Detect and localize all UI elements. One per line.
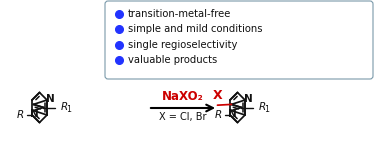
- Text: N: N: [30, 109, 39, 119]
- Text: R: R: [259, 103, 266, 112]
- Text: R: R: [17, 110, 24, 120]
- FancyBboxPatch shape: [105, 1, 373, 79]
- Text: 1: 1: [67, 105, 71, 114]
- Text: X = Cl, Br: X = Cl, Br: [159, 112, 207, 122]
- Text: R: R: [215, 110, 222, 120]
- Text: R: R: [60, 103, 68, 112]
- Text: valuable products: valuable products: [128, 55, 217, 65]
- Text: X: X: [213, 89, 222, 102]
- Text: N: N: [228, 109, 237, 119]
- Text: NaXO₂: NaXO₂: [162, 90, 204, 103]
- Text: single regioselectivity: single regioselectivity: [128, 40, 237, 49]
- Text: transition-metal-free: transition-metal-free: [128, 9, 231, 19]
- Text: simple and mild conditions: simple and mild conditions: [128, 24, 262, 34]
- Text: N: N: [244, 94, 253, 104]
- Text: 1: 1: [265, 105, 270, 114]
- Text: N: N: [46, 94, 54, 104]
